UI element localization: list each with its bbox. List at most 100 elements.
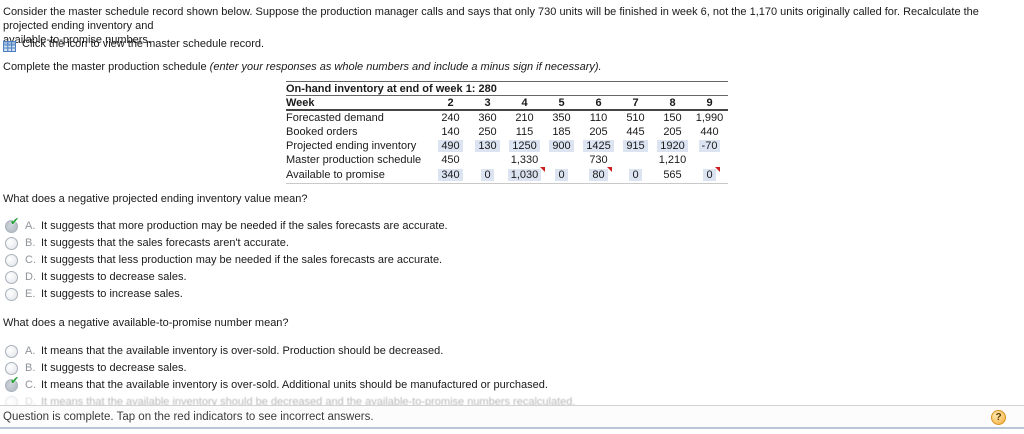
cell-value: 240 bbox=[441, 112, 460, 124]
answer-cell[interactable]: -70 bbox=[698, 140, 721, 152]
view-record-label: Click the icon to view the master schedu… bbox=[22, 38, 265, 50]
cell-value: 565 bbox=[663, 169, 682, 181]
table-week-row: Week 2 3 4 5 6 7 8 9 bbox=[286, 95, 728, 111]
q1-option-e[interactable]: E. It suggests to increase sales. bbox=[5, 287, 183, 301]
intro-line-2: available-to-promise numbers. bbox=[3, 34, 151, 46]
instruction-italic: (enter your responses as whole numbers a… bbox=[209, 61, 602, 73]
intro-line-1: Consider the master schedule record show… bbox=[3, 6, 979, 32]
week-6: 6 bbox=[580, 95, 617, 111]
option-letter: D. bbox=[25, 396, 36, 408]
q2-option-b[interactable]: B. It suggests to decrease sales. bbox=[5, 361, 187, 375]
radio-unselected[interactable] bbox=[5, 236, 18, 250]
answer-cell[interactable]: 0 bbox=[629, 169, 642, 181]
correct-check-icon: ✔ bbox=[10, 374, 20, 387]
cell-value: 250 bbox=[478, 126, 497, 138]
table-title-row: On-hand inventory at end of week 1: 280 bbox=[286, 81, 728, 96]
answer-cell[interactable]: 130 bbox=[475, 140, 500, 152]
row-label: Projected ending inventory bbox=[286, 140, 417, 152]
answer-cell[interactable]: 340 bbox=[438, 169, 463, 181]
answer-cell[interactable]: 1425 bbox=[583, 140, 614, 152]
view-record-row: Click the icon to view the master schedu… bbox=[3, 37, 265, 52]
footer-status-text: Question is complete. Tap on the red ind… bbox=[3, 410, 374, 423]
q2-option-c[interactable]: ✔ C. It means that the available invento… bbox=[5, 375, 548, 392]
option-text: It suggests that more production may be … bbox=[41, 220, 448, 232]
radio-unselected[interactable] bbox=[5, 287, 18, 301]
option-text: It suggests that less production may be … bbox=[41, 254, 443, 266]
q1-option-d[interactable]: D. It suggests to decrease sales. bbox=[5, 270, 187, 284]
instruction-line: Complete the master production schedule … bbox=[3, 60, 602, 74]
cell-value: 440 bbox=[700, 126, 719, 138]
cell-value: 445 bbox=[626, 126, 645, 138]
answer-cell-incorrect-flag[interactable]: 0 bbox=[703, 167, 720, 181]
answer-cell[interactable]: 900 bbox=[549, 140, 574, 152]
answer-cell[interactable]: 0 bbox=[481, 169, 494, 181]
week-9: 9 bbox=[691, 95, 728, 111]
cell-value: 510 bbox=[626, 112, 645, 124]
correct-check-icon: ✔ bbox=[10, 215, 20, 228]
row-forecasted-demand: Forecasted demand 240 360 210 350 110 51… bbox=[286, 110, 728, 125]
cell-value: 150 bbox=[663, 112, 682, 124]
option-letter: C. bbox=[25, 379, 36, 391]
option-text: It suggests to decrease sales. bbox=[41, 362, 187, 374]
q2-option-a[interactable]: A. It means that the available inventory… bbox=[5, 344, 443, 358]
row-booked-orders: Booked orders 140 250 115 185 205 445 20… bbox=[286, 125, 728, 139]
option-text: It suggests that the sales forecasts are… bbox=[41, 237, 289, 249]
option-text: It means that the available inventory is… bbox=[41, 379, 548, 391]
answer-cell-incorrect-flag[interactable]: 80 bbox=[589, 167, 612, 181]
week-label: Week bbox=[286, 95, 432, 111]
option-letter: C. bbox=[25, 254, 36, 266]
help-icon[interactable]: ? bbox=[991, 410, 1006, 425]
row-projected-ending-inventory: Projected ending inventory 490 130 1250 … bbox=[286, 139, 728, 153]
week-7: 7 bbox=[617, 95, 654, 111]
answer-cell-incorrect-flag[interactable]: 1,030 bbox=[507, 167, 545, 181]
cell-value: 115 bbox=[515, 126, 534, 138]
answer-cell[interactable]: 1250 bbox=[509, 140, 540, 152]
radio-unselected[interactable] bbox=[5, 253, 18, 267]
cell-value: 210 bbox=[515, 112, 534, 124]
week-4: 4 bbox=[506, 95, 543, 111]
option-text: It suggests to increase sales. bbox=[41, 288, 183, 300]
cell-value: 1,330 bbox=[510, 154, 539, 166]
week-2: 2 bbox=[432, 95, 469, 111]
radio-selected[interactable]: ✔ bbox=[5, 375, 19, 392]
answer-cell[interactable]: 915 bbox=[623, 140, 648, 152]
option-letter: A. bbox=[25, 345, 36, 357]
radio-unselected[interactable] bbox=[5, 344, 18, 358]
option-letter: E. bbox=[25, 288, 36, 300]
row-master-production-schedule: Master production schedule 450 1,330 730… bbox=[286, 153, 728, 167]
option-letter: B. bbox=[25, 237, 36, 249]
cell-value: 205 bbox=[589, 126, 608, 138]
option-text: It means that the available inventory is… bbox=[41, 345, 444, 357]
row-label: Master production schedule bbox=[286, 154, 422, 166]
answer-cell[interactable]: 0 bbox=[555, 169, 568, 181]
q1-option-b[interactable]: B. It suggests that the sales forecasts … bbox=[5, 236, 289, 250]
option-letter: A. bbox=[25, 220, 36, 232]
row-label: Booked orders bbox=[286, 126, 358, 138]
option-text: It suggests to decrease sales. bbox=[41, 271, 187, 283]
table-title: On-hand inventory at end of week 1: 280 bbox=[286, 81, 728, 96]
question-1-text: What does a negative projected ending in… bbox=[3, 193, 308, 205]
table-grid-icon[interactable] bbox=[3, 39, 16, 52]
status-footer: Question is complete. Tap on the red ind… bbox=[0, 405, 1024, 429]
intro-paragraph: Consider the master schedule record show… bbox=[3, 5, 1015, 47]
cell-value: 450 bbox=[441, 154, 460, 166]
row-available-to-promise: Available to promise 340 0 1,030 0 80 0 … bbox=[286, 167, 728, 184]
radio-unselected[interactable] bbox=[5, 361, 18, 375]
cell-value: 1,990 bbox=[695, 112, 724, 124]
radio-selected[interactable]: ✔ bbox=[5, 216, 19, 233]
row-label: Available to promise bbox=[286, 167, 432, 184]
mps-table: On-hand inventory at end of week 1: 280 … bbox=[286, 81, 728, 184]
week-3: 3 bbox=[469, 95, 506, 111]
q1-option-c[interactable]: C. It suggests that less production may … bbox=[5, 253, 442, 267]
option-letter: D. bbox=[25, 271, 36, 283]
answer-cell[interactable]: 1920 bbox=[657, 140, 688, 152]
cell-value: 1,210 bbox=[658, 154, 687, 166]
answer-cell[interactable]: 490 bbox=[438, 140, 463, 152]
week-5: 5 bbox=[543, 95, 580, 111]
cell-value: 350 bbox=[552, 112, 571, 124]
radio-unselected[interactable] bbox=[5, 270, 18, 284]
instruction-main: Complete the master production schedule bbox=[3, 61, 210, 73]
cell-value: 140 bbox=[441, 126, 460, 138]
q1-option-a[interactable]: ✔ A. It suggests that more production ma… bbox=[5, 216, 448, 233]
option-letter: B. bbox=[25, 362, 36, 374]
